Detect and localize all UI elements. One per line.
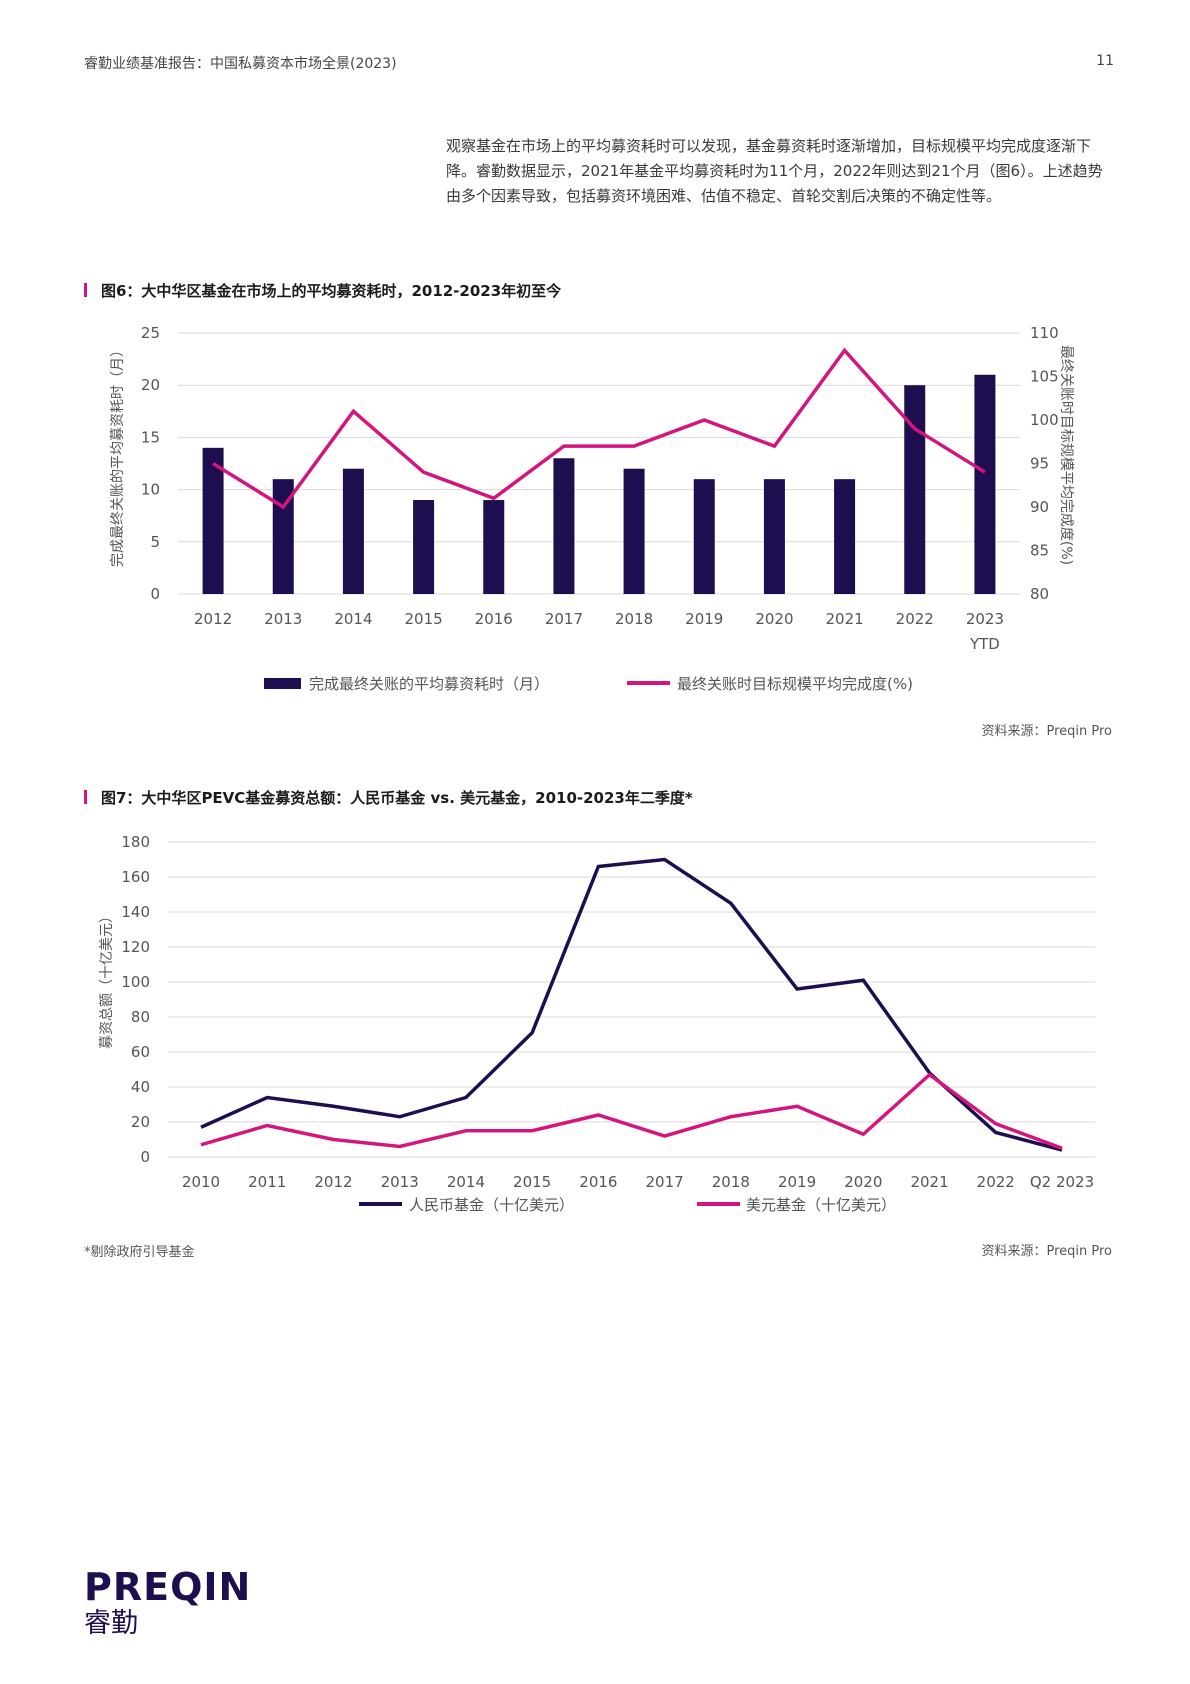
logo-chinese-name: 睿勤 [84,1608,138,1639]
figure-7-source: 资料来源：Preqin Pro [981,1244,1112,1259]
y-tick-label: 20 [131,1113,150,1131]
y-tick-label: 160 [121,868,150,886]
figure-7-title-text: 图7：大中华区PEVC基金募资总额：人民币基金 vs. 美元基金，2010-20… [101,789,693,807]
fig6-y-axis-label-left: 完成最终关账的平均募资耗时（月） [110,343,126,567]
y-tick-label-right: 80 [1030,585,1049,603]
legend-label-rmb: 人民币基金（十亿美元） [409,1196,574,1214]
x-tick-label: 2017 [545,610,583,628]
y-tick-label: 180 [121,833,150,851]
y-tick-label-right: 85 [1030,542,1049,560]
bar-2015 [413,500,435,594]
preqin-logo: PREQIN 睿勤 [84,1567,251,1641]
bar-2012 [202,447,224,594]
figure-6-title: 图6：大中华区基金在市场上的平均募资耗时，2012-2023年初至今 [84,280,561,301]
rmb-fund-line [200,857,1063,1152]
x-tick-label: 2012 [194,610,232,628]
x-tick-label: 2013 [381,1173,419,1191]
bar-2016 [483,500,505,594]
x-tick-label: 2010 [182,1173,220,1191]
y-tick-label: 0 [140,1148,150,1166]
completion-rate-line [212,347,986,510]
y-tick-label: 140 [121,903,150,921]
legend-label-line: 最终关账时目标规模平均完成度(%) [677,675,913,693]
y-tick-label-left: 0 [150,585,160,603]
y-tick-label: 120 [121,938,150,956]
x-tick-label: 2021 [825,610,863,628]
fig6-legend: 完成最终关账的平均募资耗时（月） 最终关账时目标规模平均完成度(%) [264,675,913,693]
y-tick-label: 60 [131,1043,150,1061]
page-number: 11 [1096,53,1114,69]
figure-7-chart: 0 20 40 60 80 100 120 140 160 180 2010 2011 2012 2013… [99,833,1095,1214]
x-tick-label: 2013 [264,610,302,628]
y-tick-label: 40 [131,1078,150,1096]
bar-2021 [834,479,856,594]
y-tick-label-left: 5 [150,533,160,551]
figure-title-marker [84,283,87,297]
bar-2022 [904,385,926,594]
x-tick-label: 2019 [685,610,723,628]
x-tick-label: 2018 [712,1173,750,1191]
legend-swatch-bar [264,678,301,689]
x-tick-label: 2020 [755,610,793,628]
x-tick-label: 2017 [646,1173,684,1191]
usd-fund-line [200,1072,1063,1150]
intro-paragraph: 观察基金在市场上的平均募资耗时可以发现，基金募资耗时逐渐增加，目标规模平均完成度… [446,137,1103,205]
x-tick-sublabel: YTD [969,635,1000,653]
x-tick-label: Q2 2023 [1030,1173,1094,1191]
y-tick-label-right: 95 [1030,455,1049,473]
x-tick-label: 2012 [314,1173,352,1191]
figure-7-title: 图7：大中华区PEVC基金募资总额：人民币基金 vs. 美元基金，2010-20… [84,787,693,808]
y-tick-label-right: 90 [1030,498,1049,516]
x-tick-label: 2018 [615,610,653,628]
y-tick-label-right: 105 [1030,368,1059,386]
y-tick-label-left: 15 [141,428,160,446]
figure-6-title-text: 图6：大中华区基金在市场上的平均募资耗时，2012-2023年初至今 [101,282,562,300]
fig7-legend: 人民币基金（十亿美元） 美元基金（十亿美元） [359,1196,896,1214]
bar-2013 [272,479,294,594]
x-tick-label: 2015 [404,610,442,628]
bar-2017 [553,458,575,594]
x-tick-label: 2019 [778,1173,816,1191]
figure-6-source: 资料来源：Preqin Pro [981,724,1112,739]
legend-label-bar: 完成最终关账的平均募资耗时（月） [309,675,549,693]
figure-6-chart: 0 5 10 15 20 25 80 85 90 95 100 105 110 2012 2013 2014 2… [110,324,1074,693]
bar-2023 [974,374,996,594]
running-header-title: 睿勤业绩基准报告：中国私募资本市场全景(2023) [84,56,397,72]
y-tick-label-right: 110 [1030,324,1059,342]
legend-swatch-line [627,681,670,685]
legend-label-usd: 美元基金（十亿美元） [746,1196,896,1214]
x-tick-label: 2022 [896,610,934,628]
fig6-y-axis-label-right: 最终关账时目标规模平均完成度(%) [1058,345,1074,565]
y-tick-label: 80 [131,1008,150,1026]
y-tick-label-left: 25 [141,324,160,342]
legend-swatch-usd [697,1202,740,1206]
x-tick-label: 2015 [513,1173,551,1191]
bar-2014 [342,468,364,594]
x-tick-label: 2014 [334,610,372,628]
legend-swatch-rmb [359,1202,402,1206]
x-tick-label: 2020 [844,1173,882,1191]
figure-title-marker [84,790,87,804]
x-tick-label: 2011 [248,1173,286,1191]
logo-wordmark: PREQIN [84,1565,252,1609]
y-tick-label-left: 20 [141,376,160,394]
x-tick-label: 2014 [447,1173,485,1191]
y-tick-label-left: 10 [141,481,160,499]
figure-7-footnote: *剔除政府引导基金 [84,1245,195,1260]
bar-2019 [693,479,715,594]
x-tick-label: 2023 [966,610,1004,628]
bar-2020 [763,479,785,594]
bar-2018 [623,468,645,594]
x-tick-label: 2021 [910,1173,948,1191]
fig7-y-axis-label: 募资总额（十亿美元） [99,909,115,1049]
y-tick-label: 100 [121,973,150,991]
x-tick-label: 2016 [475,610,513,628]
x-tick-label: 2016 [579,1173,617,1191]
x-tick-label: 2022 [977,1173,1015,1191]
y-tick-label-right: 100 [1030,411,1059,429]
